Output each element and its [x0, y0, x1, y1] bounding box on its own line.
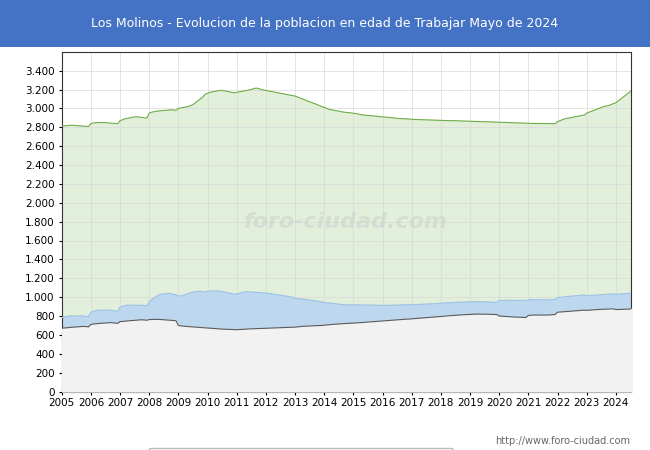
Text: foro-ciudad.com: foro-ciudad.com — [244, 212, 448, 232]
Text: Los Molinos - Evolucion de la poblacion en edad de Trabajar Mayo de 2024: Los Molinos - Evolucion de la poblacion … — [92, 17, 558, 30]
Legend: Ocupados, Parados, Hab. entre 16-64: Ocupados, Parados, Hab. entre 16-64 — [148, 448, 453, 450]
Text: http://www.foro-ciudad.com: http://www.foro-ciudad.com — [495, 436, 630, 446]
